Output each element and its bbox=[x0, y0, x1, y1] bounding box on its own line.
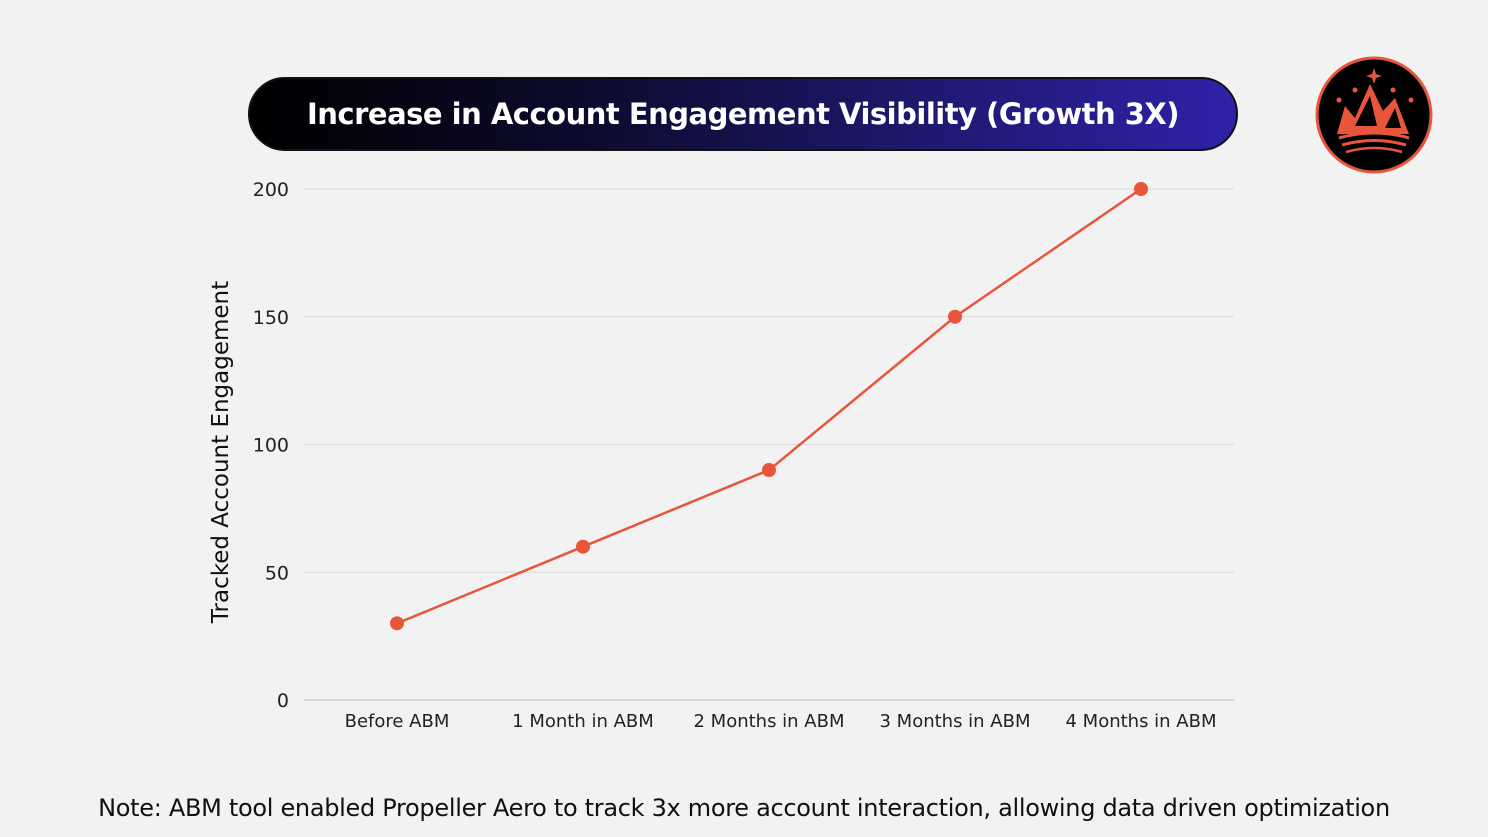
data-point bbox=[762, 463, 776, 478]
crown-mountain-logo-icon bbox=[1315, 56, 1433, 174]
y-axis-label: Tracked Account Engagement bbox=[208, 281, 234, 624]
x-tick-label: 1 Month in ABM bbox=[512, 711, 654, 732]
x-tick-label: Before ABM bbox=[345, 711, 450, 732]
data-point bbox=[1134, 182, 1148, 196]
y-tick-label: 100 bbox=[253, 435, 289, 457]
y-tick-label: 0 bbox=[277, 690, 289, 712]
data-point bbox=[948, 309, 962, 324]
x-tick-label: 3 Months in ABM bbox=[879, 711, 1030, 732]
data-point bbox=[390, 616, 404, 631]
y-tick-label: 200 bbox=[253, 179, 289, 201]
x-tick-label: 2 Months in ABM bbox=[693, 711, 844, 732]
y-tick-label: 50 bbox=[265, 562, 289, 584]
y-tick-label: 150 bbox=[253, 307, 289, 329]
chart-title: Increase in Account Engagement Visibilit… bbox=[306, 97, 1180, 131]
series-line bbox=[396, 187, 1142, 625]
footnote: Note: ABM tool enabled Propeller Aero to… bbox=[98, 794, 1390, 822]
x-tick-label: 4 Months in ABM bbox=[1065, 711, 1216, 732]
data-point bbox=[576, 539, 590, 554]
chart-title-banner: Increase in Account Engagement Visibilit… bbox=[248, 77, 1238, 151]
